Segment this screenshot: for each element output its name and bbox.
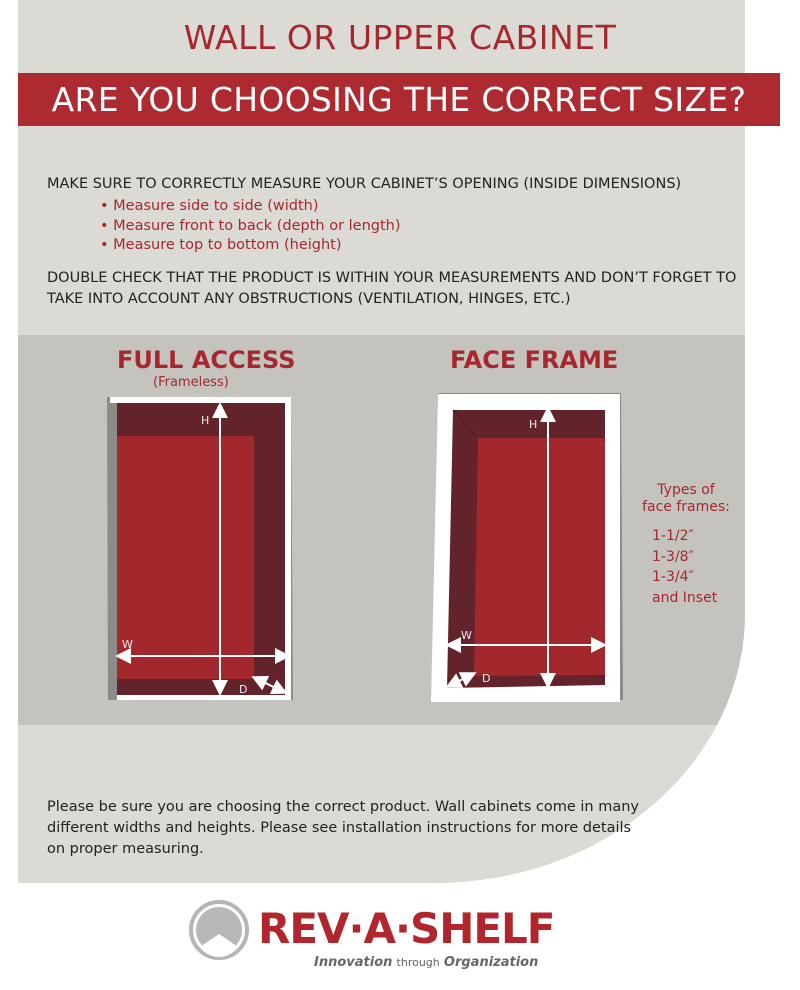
depth-label: D [482,672,490,685]
tagline-part: through [396,956,440,969]
face-frame-types-list: 1-1/2″ 1-3/8″ 1-3/4″ and Inset [652,526,717,608]
face-frame-title: FACE FRAME [450,346,619,374]
list-item: Measure top to bottom (height) [100,236,401,256]
face-frame-cabinet: H W D [431,393,623,702]
brand-tagline: Innovation through Organization [314,955,538,970]
width-label: W [122,638,133,651]
full-access-title: FULL ACCESS [117,346,296,374]
measure-list: Measure side to side (width) Measure fro… [100,197,401,256]
page-title: WALL OR UPPER CABINET [183,18,617,57]
list-item: 1-1/2″ [652,528,694,544]
logo-mark [189,900,249,960]
brand-logo: REV·A·SHELF [258,904,555,953]
instructions-intro: MAKE SURE TO CORRECTLY MEASURE YOUR CABI… [47,176,682,192]
face-frame-types-heading: Types of face frames: [636,482,736,516]
full-access-cabinet: H W D [107,397,293,700]
width-label: W [461,629,472,642]
tagline-part: Organization [443,955,539,970]
types-heading-line: face frames: [642,499,730,515]
list-item: Measure side to side (width) [100,197,401,217]
depth-label: D [239,683,247,696]
banner-heading: ARE YOU CHOOSING THE CORRECT SIZE? [18,73,780,126]
footer-note: Please be sure you are choosing the corr… [47,799,640,857]
double-check-text: DOUBLE CHECK THAT THE PRODUCT IS WITHIN … [47,270,737,307]
height-label: H [201,414,209,427]
list-item: Measure front to back (depth or length) [100,217,400,237]
list-item: 1-3/8″ [652,548,694,565]
list-item: 1-3/4″ [652,569,694,585]
tagline-part: Innovation [314,955,393,970]
types-heading-line: Types of [657,482,715,498]
full-access-subtitle: (Frameless) [153,375,229,390]
list-item: and Inset [652,589,718,606]
height-label: H [529,418,537,431]
